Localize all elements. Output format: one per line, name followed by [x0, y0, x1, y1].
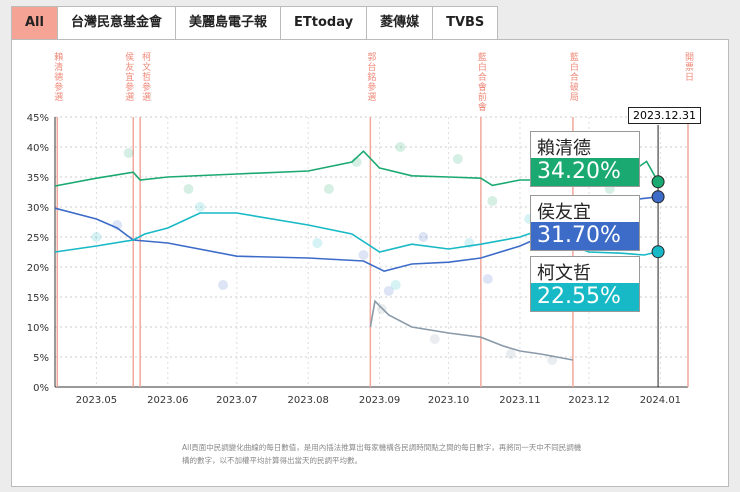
event-label: 郭台銘參選: [365, 52, 376, 102]
candidate-name: 賴清德: [537, 138, 591, 159]
x-tick-label: 2023.07: [216, 395, 257, 406]
series-line: [369, 299, 574, 361]
poll-dot: [323, 184, 334, 194]
poll-dot: [123, 148, 134, 158]
poll-dot: [91, 232, 102, 242]
event-label: 柯文哲參選: [140, 52, 151, 102]
tab-tvbs[interactable]: TVBS: [446, 15, 485, 30]
tab-all[interactable]: All: [12, 7, 58, 39]
tab-ling-media[interactable]: 菱傳媒: [367, 7, 434, 39]
poll-dot: [505, 349, 516, 359]
tab-tpof[interactable]: 台灣民意基金會: [58, 7, 176, 39]
poll-dot: [312, 238, 323, 248]
candidate-value: 22.55%: [531, 283, 639, 311]
y-tick-label: 30%: [27, 203, 49, 214]
tab-my-formosa[interactable]: 美麗島電子報: [176, 7, 282, 39]
poll-dot: [429, 334, 440, 344]
methodology-note: All頁面中民調變化曲線的每日數值，是用內插法推算出每家機構各民調時間點之間的每…: [182, 443, 582, 465]
poll-dot: [395, 142, 406, 152]
label-ko: 柯文哲 22.55%: [530, 256, 640, 312]
tab-ettoday[interactable]: ETtoday: [281, 7, 368, 39]
y-tick-label: 35%: [27, 173, 49, 184]
x-tick-label: 2023.12: [568, 395, 609, 406]
y-tick-label: 10%: [27, 323, 49, 334]
poll-dot: [195, 202, 206, 212]
label-lai: 賴清德 34.20%: [530, 131, 640, 187]
poll-dot: [358, 250, 369, 260]
endpoint-marker: [651, 175, 665, 189]
poll-dot: [487, 196, 498, 206]
poll-dot: [452, 154, 463, 164]
x-tick-label: 2023.11: [499, 395, 540, 406]
endpoint-marker: [651, 190, 665, 204]
y-tick-label: 25%: [27, 233, 49, 244]
x-tick-label: 2024.01: [640, 395, 681, 406]
y-tick-label: 5%: [33, 353, 49, 364]
poll-dot: [482, 274, 493, 284]
event-label: 藍白合會前會: [475, 52, 486, 112]
event-label: 藍白合破局: [567, 52, 578, 102]
x-tick-label: 2023.06: [147, 395, 188, 406]
event-label: 賴清德參選: [52, 52, 63, 102]
candidate-name: 侯友宜: [537, 202, 591, 223]
candidate-name: 柯文哲: [537, 263, 591, 284]
date-tooltip: 2023.12.31: [628, 107, 701, 124]
y-tick-label: 45%: [27, 113, 49, 124]
label-hou: 侯友宜 31.70%: [530, 195, 640, 251]
candidate-value: 31.70%: [531, 222, 639, 250]
x-tick-label: 2023.08: [288, 395, 329, 406]
poll-dot: [418, 232, 429, 242]
poll-dot: [390, 280, 401, 290]
source-tabs: All 台灣民意基金會 美麗島電子報 ETtoday 菱傳媒 TVBS: [11, 6, 499, 39]
poll-dot: [183, 184, 194, 194]
y-tick-label: 0%: [33, 383, 49, 394]
candidate-value: 34.20%: [531, 158, 639, 186]
y-tick-label: 20%: [27, 263, 49, 274]
x-tick-label: 2023.10: [428, 395, 469, 406]
x-tick-label: 2023.09: [359, 395, 400, 406]
poll-dot: [218, 280, 229, 290]
x-tick-label: 2023.05: [76, 395, 117, 406]
y-tick-label: 40%: [27, 143, 49, 154]
event-label: 侯友宜參選: [123, 52, 134, 102]
endpoint-marker: [651, 245, 665, 259]
poll-dot: [383, 286, 394, 296]
event-label: 開票日: [683, 52, 693, 82]
y-tick-label: 15%: [27, 293, 49, 304]
poll-dot: [547, 355, 558, 365]
